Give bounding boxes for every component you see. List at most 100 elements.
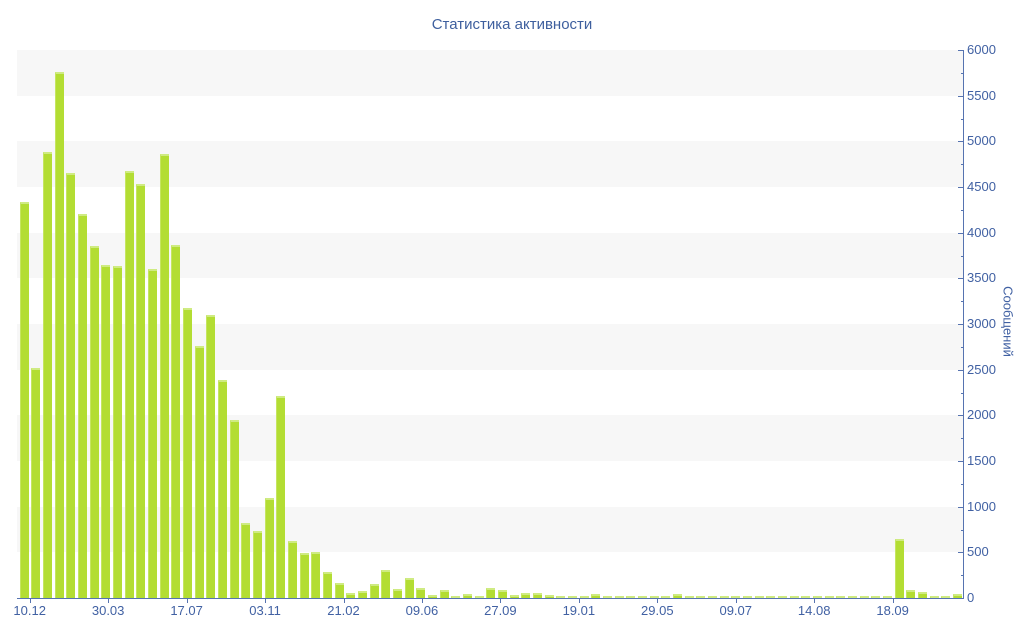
bar[interactable] <box>206 314 216 598</box>
bar[interactable] <box>346 592 356 598</box>
bar[interactable] <box>427 594 437 598</box>
bar[interactable] <box>31 367 41 598</box>
x-axis-tick <box>735 599 737 603</box>
bar[interactable] <box>486 587 496 598</box>
bar[interactable] <box>276 396 286 598</box>
bar[interactable] <box>567 595 577 598</box>
bar[interactable] <box>381 569 391 598</box>
bar[interactable] <box>731 596 741 598</box>
bar[interactable] <box>42 152 52 598</box>
bar[interactable] <box>778 596 788 598</box>
bar[interactable] <box>801 596 811 598</box>
bar[interactable] <box>392 589 402 598</box>
bar[interactable] <box>859 596 869 598</box>
bar[interactable] <box>766 596 776 598</box>
bar[interactable] <box>299 553 309 598</box>
bar[interactable] <box>918 592 928 598</box>
bar[interactable] <box>136 184 146 598</box>
bar[interactable] <box>369 584 379 598</box>
bar[interactable] <box>754 596 764 598</box>
bar[interactable] <box>708 596 718 598</box>
bar[interactable] <box>229 419 239 598</box>
bar[interactable] <box>509 594 519 598</box>
bar[interactable] <box>614 596 624 598</box>
y-axis-major-tick <box>958 369 964 371</box>
x-axis-tick <box>343 599 345 603</box>
bar[interactable] <box>54 71 64 598</box>
bar[interactable] <box>101 264 111 598</box>
bar[interactable] <box>451 596 461 598</box>
y-axis-major-tick <box>958 278 964 280</box>
bar[interactable] <box>684 596 694 598</box>
y-axis-major-tick <box>958 415 964 417</box>
bar[interactable] <box>147 269 157 598</box>
bar[interactable] <box>906 589 916 598</box>
bar[interactable] <box>883 596 893 598</box>
bar[interactable] <box>416 587 426 598</box>
bar[interactable] <box>89 246 99 598</box>
x-tick-label: 19.01 <box>562 603 596 618</box>
y-axis-minor-tick <box>961 72 964 74</box>
bar[interactable] <box>241 523 251 598</box>
bar[interactable] <box>556 596 566 598</box>
bar[interactable] <box>112 266 122 598</box>
bar[interactable] <box>287 541 297 598</box>
y-axis-minor-tick <box>961 118 964 120</box>
bar[interactable] <box>579 596 589 598</box>
x-tick-label: 27.09 <box>484 603 517 618</box>
bar[interactable] <box>474 595 484 598</box>
bar[interactable] <box>929 596 939 598</box>
x-axis-tick <box>578 599 580 603</box>
bar[interactable] <box>813 596 823 598</box>
bar[interactable] <box>124 171 134 598</box>
bar[interactable] <box>894 538 904 598</box>
x-axis-tick <box>500 599 502 603</box>
bar[interactable] <box>871 596 881 598</box>
bar[interactable] <box>532 593 542 598</box>
bar[interactable] <box>696 596 706 598</box>
bar[interactable] <box>848 596 858 598</box>
bar[interactable] <box>439 590 449 598</box>
bar[interactable] <box>626 596 636 598</box>
bar[interactable] <box>591 594 601 598</box>
bar[interactable] <box>66 173 76 598</box>
bar[interactable] <box>404 578 414 598</box>
y-axis-major-tick <box>958 95 964 97</box>
y-axis-minor-tick <box>961 209 964 211</box>
x-axis-tick <box>186 599 188 603</box>
bar[interactable] <box>252 531 262 598</box>
bar[interactable] <box>217 379 227 598</box>
bar[interactable] <box>182 307 192 598</box>
bar[interactable] <box>673 594 683 598</box>
bar[interactable] <box>311 552 321 598</box>
bar[interactable] <box>357 591 367 598</box>
bar[interactable] <box>789 596 799 598</box>
bar[interactable] <box>171 244 181 598</box>
bar[interactable] <box>322 571 332 598</box>
bar[interactable] <box>743 596 753 598</box>
bar[interactable] <box>941 596 951 598</box>
bar[interactable] <box>77 214 87 598</box>
bar[interactable] <box>19 201 29 598</box>
bar[interactable] <box>649 596 659 598</box>
bar[interactable] <box>334 583 344 598</box>
bar[interactable] <box>661 596 671 598</box>
bar[interactable] <box>603 595 612 598</box>
bar[interactable] <box>719 596 729 598</box>
bar[interactable] <box>194 345 204 598</box>
bar[interactable] <box>953 593 963 598</box>
bar[interactable] <box>462 593 472 598</box>
x-axis-tick <box>265 599 267 603</box>
bar[interactable] <box>544 595 554 598</box>
bar[interactable] <box>638 596 647 598</box>
bar[interactable] <box>521 593 531 598</box>
bar[interactable] <box>497 589 507 598</box>
bar[interactable] <box>824 596 834 598</box>
bar[interactable] <box>159 154 169 598</box>
y-tick-label: 4000 <box>967 224 996 240</box>
x-axis-tick <box>657 599 659 603</box>
y-axis-minor-tick <box>961 392 964 394</box>
x-axis-tick <box>814 599 816 603</box>
bar[interactable] <box>836 596 846 598</box>
bar[interactable] <box>264 497 274 598</box>
